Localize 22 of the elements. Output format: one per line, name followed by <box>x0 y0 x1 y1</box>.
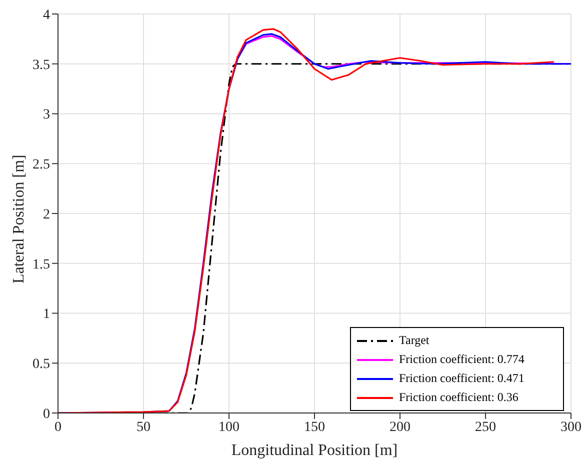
y-axis-title: Lateral Position [m] <box>10 154 28 284</box>
y-tick-label: 1 <box>43 307 50 322</box>
legend-label: Target <box>399 333 430 348</box>
y-tick-label: 2.5 <box>32 158 50 173</box>
y-tick-label: 2 <box>43 207 50 222</box>
x-tick-label: 300 <box>560 420 582 435</box>
x-tick-label: 50 <box>136 420 150 435</box>
x-tick-label: 200 <box>390 420 410 435</box>
x-axis-title: Longitudinal Position [m] <box>231 442 398 459</box>
x-tick-label: 0 <box>54 420 62 435</box>
x-tick-label: 150 <box>304 420 325 435</box>
legend-label: Friction coefficient: 0.36 <box>399 390 518 405</box>
y-tick-label: 4 <box>43 8 50 23</box>
y-tick-label: 3.5 <box>32 58 50 73</box>
y-tick-label: 3 <box>43 108 50 123</box>
x-tick-label: 100 <box>218 420 240 435</box>
legend-label: Friction coefficient: 0.774 <box>399 352 524 367</box>
legend-label: Friction coefficient: 0.471 <box>399 371 524 386</box>
x-tick-label: 250 <box>475 420 496 435</box>
y-tick-label: 0.5 <box>32 357 50 372</box>
y-tick-label: 1.5 <box>32 257 50 272</box>
y-tick-label: 0 <box>43 406 50 422</box>
